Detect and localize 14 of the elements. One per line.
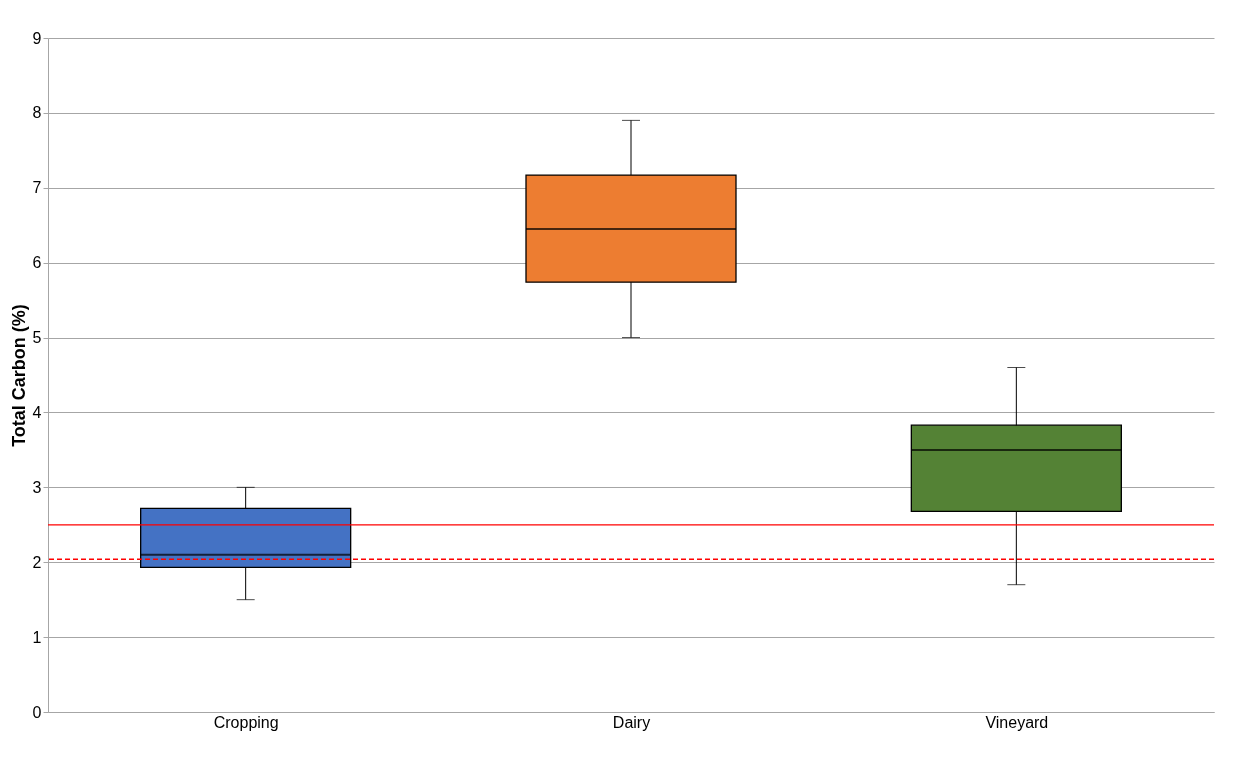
- y-tick-label: 3: [32, 478, 42, 496]
- y-tick-label: 2: [32, 553, 42, 571]
- y-tick-label: 1: [32, 628, 42, 646]
- y-tick-label: 4: [32, 403, 42, 421]
- x-tick-label: Cropping: [213, 713, 279, 731]
- y-tick-label: 5: [32, 329, 42, 347]
- y-tick-label: 8: [32, 104, 42, 122]
- y-tick-label: 0: [32, 703, 42, 721]
- y-tick-label: 7: [32, 179, 42, 197]
- x-tick-label: Dairy: [612, 713, 651, 731]
- y-tick-label: 6: [32, 254, 42, 272]
- x-tick-label: Vineyard: [985, 713, 1049, 731]
- y-tick-label: 9: [32, 29, 42, 47]
- y-axis-title: Total Carbon (%): [8, 304, 29, 447]
